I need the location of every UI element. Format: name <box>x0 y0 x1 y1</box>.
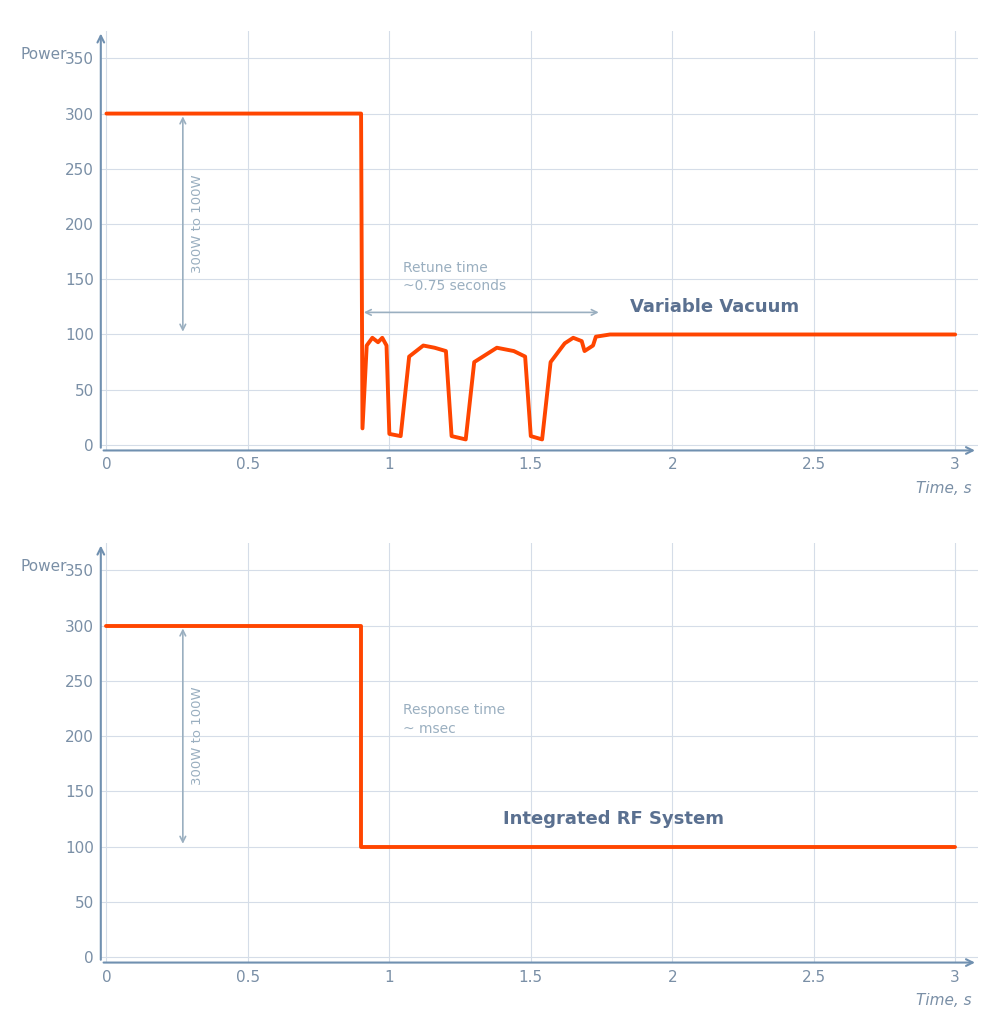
Text: 300W to 100W: 300W to 100W <box>192 175 205 273</box>
Text: Power: Power <box>20 47 67 62</box>
Text: Time, s: Time, s <box>916 993 972 1009</box>
Text: Time, s: Time, s <box>916 481 972 497</box>
Text: Variable Vacuum: Variable Vacuum <box>630 298 799 315</box>
Text: 300W to 100W: 300W to 100W <box>192 687 205 785</box>
Text: Power: Power <box>20 559 67 574</box>
Text: Integrated RF System: Integrated RF System <box>503 810 724 827</box>
Text: Retune time
~0.75 seconds: Retune time ~0.75 seconds <box>403 261 507 293</box>
Text: Response time
~ msec: Response time ~ msec <box>403 703 506 736</box>
